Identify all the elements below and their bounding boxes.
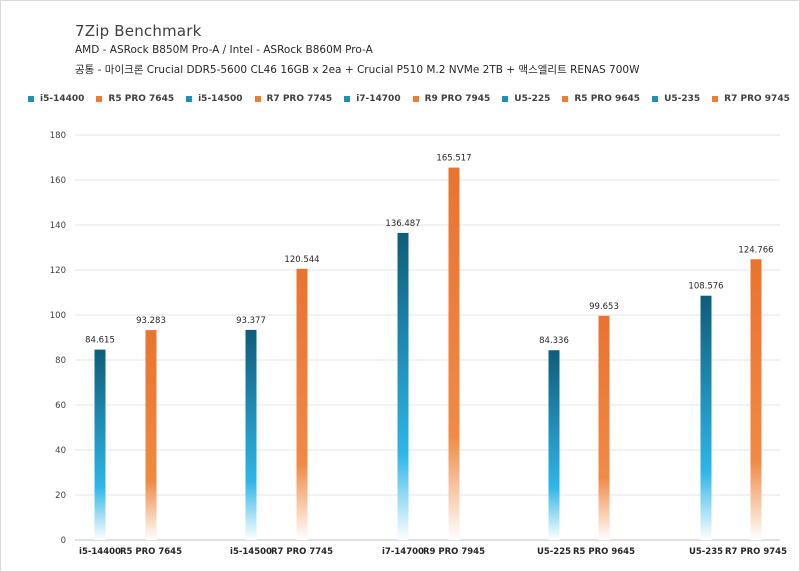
legend-swatch bbox=[562, 96, 569, 102]
legend-label: R5 PRO 7645 bbox=[108, 94, 175, 104]
chart-legend: i5-14400 R5 PRO 7645 i5-14500 R7 PRO 7745 i7… bbox=[28, 94, 800, 104]
x-tick-label: i7-14700 bbox=[382, 547, 424, 557]
legend-label: i5-14400 bbox=[40, 94, 85, 104]
legend-entry: R9 PRO 7945 bbox=[412, 94, 491, 104]
y-tick-label: 0 bbox=[61, 536, 66, 546]
legend-entry: U5-235 bbox=[652, 94, 700, 104]
legend-label: U5-235 bbox=[664, 94, 701, 104]
x-tick-label: R7 PRO 7745 bbox=[271, 547, 333, 557]
legend-label: i7-14700 bbox=[356, 94, 401, 104]
x-tick-label: R5 PRO 9645 bbox=[573, 547, 635, 557]
legend-entry: i5-14500 bbox=[186, 94, 243, 104]
y-tick-label: 40 bbox=[55, 446, 66, 456]
x-tick-label: R5 PRO 7645 bbox=[120, 547, 182, 557]
y-tick-label: 60 bbox=[55, 401, 66, 411]
x-tick-label: R9 PRO 7945 bbox=[423, 547, 485, 557]
x-tick-label: U5-235 bbox=[689, 547, 723, 557]
legend-swatch bbox=[712, 96, 719, 102]
bar-r7-pro-9745 bbox=[750, 259, 762, 540]
x-tick-label: i5-14400 bbox=[79, 547, 121, 557]
y-tick-label: 120 bbox=[50, 266, 66, 276]
legend-swatch bbox=[344, 96, 351, 102]
legend-label: R7 PRO 7745 bbox=[266, 94, 333, 104]
data-label: 84.615 bbox=[85, 336, 115, 346]
chart-subtitle-boards: AMD - ASRock B850M Pro-A / Intel - ASRoc… bbox=[75, 44, 373, 56]
legend-entry: R7 PRO 9745 bbox=[712, 94, 790, 104]
data-label: 165.517 bbox=[436, 154, 471, 164]
x-tick-label: i5-14500 bbox=[230, 547, 272, 557]
chart-subtitle-common: 공통 - 마이크론 Crucial DDR5-5600 CL46 16GB x … bbox=[75, 64, 640, 76]
y-tick-label: 180 bbox=[50, 131, 66, 141]
bar-i5-14400 bbox=[94, 349, 106, 540]
bar-r5-pro-9645 bbox=[598, 315, 610, 540]
y-tick-label: 100 bbox=[50, 311, 66, 321]
data-label: 108.576 bbox=[688, 282, 723, 292]
legend-swatch bbox=[96, 96, 103, 102]
y-tick-label: 80 bbox=[55, 356, 66, 366]
legend-entry: i7-14700 bbox=[344, 94, 401, 104]
data-label: 124.766 bbox=[738, 245, 773, 255]
data-label: 99.653 bbox=[589, 302, 619, 312]
data-label: 93.283 bbox=[136, 316, 166, 326]
bar-u5-235 bbox=[700, 295, 712, 540]
bar-r9-pro-7945 bbox=[448, 167, 460, 541]
legend-entry: U5-225 bbox=[502, 94, 550, 104]
legend-label: R5 PRO 9645 bbox=[574, 94, 641, 104]
legend-entry: R5 PRO 9645 bbox=[562, 94, 640, 104]
legend-label: R9 PRO 7945 bbox=[424, 94, 491, 104]
bar-i5-14500 bbox=[245, 329, 257, 540]
y-tick-label: 20 bbox=[55, 491, 66, 501]
x-tick-label: R7 PRO 9745 bbox=[725, 547, 787, 557]
legend-entry: i5-14400 bbox=[28, 94, 84, 104]
y-tick-label: 160 bbox=[50, 176, 66, 186]
data-label: 136.487 bbox=[385, 219, 420, 229]
legend-swatch bbox=[652, 96, 659, 102]
data-label: 120.544 bbox=[284, 255, 319, 265]
data-label: 84.336 bbox=[539, 336, 569, 346]
legend-label: i5-14500 bbox=[198, 94, 243, 104]
legend-swatch bbox=[254, 96, 261, 102]
legend-entry: R5 PRO 7645 bbox=[96, 94, 174, 104]
bar-r7-pro-7745 bbox=[296, 268, 308, 540]
chart-title: 7Zip Benchmark bbox=[75, 22, 202, 40]
x-tick-label: U5-225 bbox=[537, 547, 571, 557]
legend-swatch bbox=[28, 96, 34, 102]
legend-entry: R7 PRO 7745 bbox=[254, 94, 333, 104]
legend-label: R7 PRO 9745 bbox=[724, 94, 790, 104]
legend-label: U5-225 bbox=[514, 94, 551, 104]
bar-u5-225 bbox=[548, 350, 560, 540]
bar-i7-14700 bbox=[397, 232, 409, 541]
bar-r5-pro-7645 bbox=[145, 330, 157, 540]
legend-swatch bbox=[502, 96, 509, 102]
y-tick-label: 140 bbox=[50, 221, 66, 231]
legend-swatch bbox=[186, 96, 193, 102]
legend-swatch bbox=[412, 96, 419, 102]
data-label: 93.377 bbox=[236, 316, 266, 326]
